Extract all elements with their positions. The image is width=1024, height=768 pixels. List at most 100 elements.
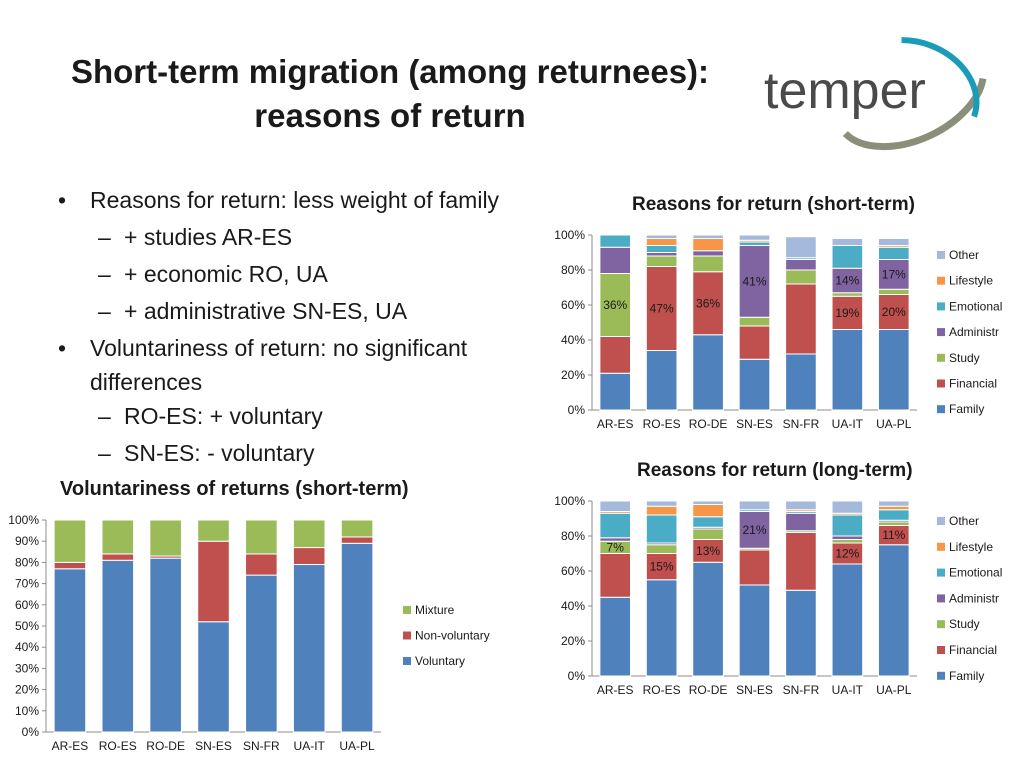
- slide-title-line1: Short-term migration (among returnees):: [70, 53, 710, 90]
- bar-segment: [599, 500, 632, 512]
- bar-segment: [292, 519, 326, 549]
- data-label: 11%: [882, 528, 905, 542]
- legend-label: Non-voluntary: [415, 629, 490, 643]
- y-tick-label: 40%: [561, 333, 585, 347]
- bullet-marker: •: [58, 187, 67, 213]
- dash-marker: –: [98, 224, 111, 250]
- y-tick-label: 80%: [561, 529, 585, 543]
- legend-label: Lifestyle: [949, 540, 993, 554]
- bar-segment: [692, 238, 724, 252]
- y-tick-label: 80%: [15, 555, 39, 569]
- bar-segment: [599, 553, 632, 598]
- data-label: 13%: [696, 544, 720, 558]
- legend-swatch: [937, 405, 945, 414]
- legend-label: Lifestyle: [949, 274, 993, 288]
- bar-segment: [340, 542, 374, 733]
- y-tick-label: 80%: [561, 263, 585, 277]
- x-tick-label: RO-ES: [643, 417, 681, 431]
- y-tick-label: 60%: [561, 564, 585, 578]
- x-tick-label: AR-ES: [597, 683, 634, 697]
- bullet-item: • Voluntariness of return: no significant…: [58, 330, 528, 398]
- y-tick-label: 40%: [15, 640, 39, 654]
- bar-segment: [645, 255, 678, 267]
- y-tick-label: 50%: [15, 619, 39, 633]
- y-tick-label: 20%: [561, 368, 585, 382]
- data-label: 17%: [882, 267, 906, 281]
- short-term-reasons-chart: 0% 20% 40% 60% 80% 100% AR-ES 36% RO-ES 47% RO-DE 3…: [554, 228, 1002, 431]
- slide-title-line2: reasons of return: [254, 97, 526, 134]
- bar-segment: [101, 553, 135, 561]
- dash-marker: –: [98, 440, 111, 466]
- bar-segment: [738, 241, 771, 246]
- bar-segment: [645, 579, 678, 677]
- bullet-item: – SN-ES: - voluntary: [58, 435, 528, 472]
- bar-segment: [738, 358, 771, 411]
- x-tick-label: UA-PL: [876, 683, 912, 697]
- bar-segment: [877, 521, 910, 526]
- bar-segment: [645, 245, 678, 253]
- bar-segment: [831, 245, 864, 269]
- legend-label: Financial: [949, 377, 997, 391]
- bar-segment: [831, 563, 864, 677]
- bar-segment: [645, 266, 678, 351]
- bar-segment: [785, 259, 817, 271]
- legend-label: Mixture: [415, 603, 455, 617]
- bar-segment: [785, 512, 817, 532]
- legend-label: Emotional: [949, 299, 1002, 313]
- bar-segment: [340, 519, 374, 538]
- bar-segment: [599, 596, 632, 677]
- bar-segment: [645, 553, 678, 581]
- x-tick-label: UA-IT: [294, 739, 326, 753]
- bar-segment: [877, 294, 910, 330]
- y-tick-label: 90%: [15, 534, 39, 548]
- bullet-text-continuation: differences: [90, 369, 203, 395]
- bar-segment: [877, 509, 910, 521]
- legend-swatch: [937, 517, 945, 525]
- bar-segment: [785, 532, 817, 591]
- bullet-text: + studies AR-ES: [124, 224, 293, 250]
- bar-segment: [877, 329, 910, 411]
- legend-label: Study: [949, 351, 980, 365]
- bar-segment: [877, 500, 910, 507]
- bar-segment: [831, 292, 864, 297]
- bar-segment: [877, 544, 910, 677]
- bar-segment: [245, 553, 278, 576]
- bar-segment: [599, 512, 632, 539]
- y-tick-label: 0%: [22, 725, 40, 739]
- x-tick-label: UA-PL: [339, 739, 375, 753]
- bar-segment: [292, 547, 326, 566]
- y-tick-label: 100%: [8, 513, 39, 527]
- bar-segment: [785, 236, 817, 259]
- x-tick-label: SN-FR: [243, 739, 280, 753]
- y-tick-label: 100%: [554, 494, 585, 508]
- bar-segment: [738, 500, 771, 511]
- data-label: 14%: [835, 274, 859, 288]
- long-term-reasons-chart: 0% 20% 40% 60% 80% 100% AR-ES 7% RO-ES 15% RO-DE 13…: [554, 494, 1002, 697]
- legend-swatch: [937, 251, 945, 259]
- bullet-item: – RO-ES: + voluntary: [58, 398, 528, 435]
- x-tick-label: UA-PL: [876, 417, 912, 431]
- bar-segment: [197, 621, 230, 733]
- legend-label: Administr: [949, 591, 999, 605]
- x-tick-label: RO-DE: [146, 739, 185, 753]
- x-tick-label: AR-ES: [52, 739, 89, 753]
- x-tick-label: UA-IT: [832, 417, 864, 431]
- x-tick-label: RO-ES: [99, 739, 137, 753]
- bar-segment: [245, 519, 278, 555]
- data-label: 15%: [650, 560, 674, 574]
- bar-segment: [53, 568, 87, 733]
- y-tick-label: 10%: [15, 704, 39, 718]
- data-label: 36%: [603, 298, 627, 312]
- bullet-item: • Reasons for return: less weight of fami…: [58, 182, 528, 219]
- y-tick-label: 40%: [561, 599, 585, 613]
- bar-segment: [692, 255, 724, 273]
- y-tick-label: 60%: [561, 298, 585, 312]
- bar-segment: [738, 316, 771, 327]
- legend-swatch: [937, 646, 945, 654]
- bar-segment: [599, 336, 632, 374]
- y-tick-label: 60%: [15, 598, 39, 612]
- bar-segment: [645, 500, 678, 507]
- bar-segment: [101, 559, 135, 733]
- x-tick-label: SN-FR: [783, 417, 820, 431]
- logo-wordmark: temper: [764, 62, 926, 120]
